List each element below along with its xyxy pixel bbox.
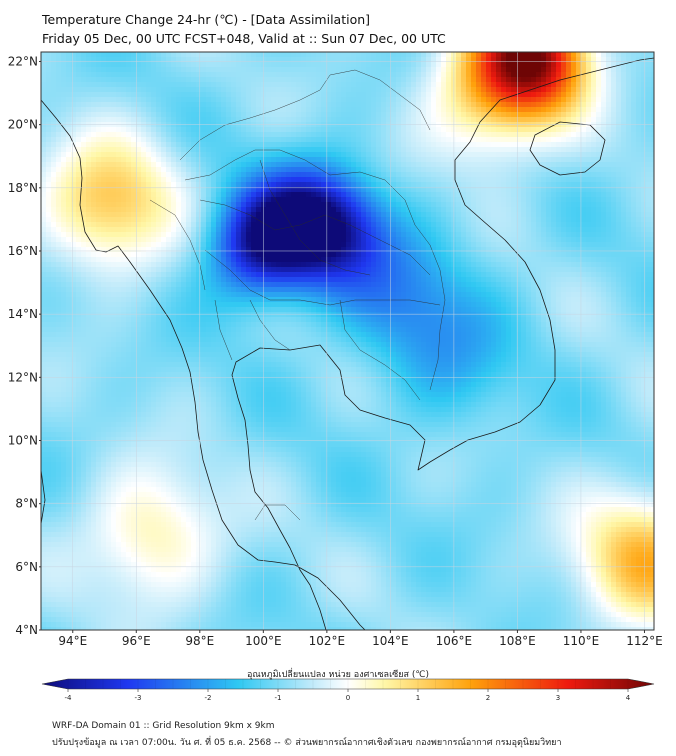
colorbar: -4 -3 -2 -1 0 1 2 3 4 <box>41 678 655 702</box>
mainland-coast-east <box>231 57 654 630</box>
hainan-island <box>529 121 606 176</box>
lat-label: 6°N <box>15 560 38 574</box>
colorbar-label: อุณหภูมิเปลี่ยนแปลง หน่วย องศาเซลเซียส (… <box>246 670 430 680</box>
lat-label: 10°N <box>8 433 38 447</box>
lat-label: 22°N <box>8 54 38 68</box>
lat-label: 4°N <box>15 623 38 637</box>
colorbar-tick-label: 2 <box>486 694 490 702</box>
lon-label: 98°E <box>185 634 214 648</box>
temperature-field <box>41 52 654 630</box>
lon-label: 110°E <box>563 634 600 648</box>
lon-label: 112°E <box>626 634 663 648</box>
lat-label: 16°N <box>8 244 38 258</box>
map-frame <box>40 51 655 631</box>
lon-label: 108°E <box>499 634 536 648</box>
lon-label: 104°E <box>372 634 409 648</box>
chart-subtitle: Friday 05 Dec, 00 UTC FCST+048, Valid at… <box>42 31 446 46</box>
colorbar-tick-label: 0 <box>346 694 350 702</box>
colorbar-tick-label: -3 <box>135 694 142 702</box>
colorbar-tick-label: -2 <box>205 694 212 702</box>
colorbar-tick-label: 3 <box>556 694 560 702</box>
colorbar-tick-label: -1 <box>275 694 282 702</box>
lat-label: 14°N <box>8 307 38 321</box>
lat-label: 18°N <box>8 181 38 195</box>
lat-label: 8°N <box>15 497 38 511</box>
footer-credit: ปรับปรุงข้อมูล ณ เวลา 07:00น. วัน ศ. ที่… <box>52 738 562 748</box>
lon-label: 100°E <box>245 634 282 648</box>
longitude-labels: 94°E 96°E 98°E 100°E 102°E 104°E 106°E 108°E 110… <box>58 630 663 648</box>
lon-label: 102°E <box>309 634 346 648</box>
latitude-labels: 22°N 20°N 18°N 16°N 14°N 12°N 10°N 8°N 6°N 4°N <box>8 54 41 637</box>
colorbar-tick-label: 4 <box>626 694 631 702</box>
lon-label: 106°E <box>436 634 473 648</box>
lon-label: 94°E <box>58 634 87 648</box>
lat-label: 20°N <box>8 118 38 132</box>
country-borders <box>149 69 446 521</box>
footer-model-info: WRF-DA Domain 01 :: Grid Resolution 9km … <box>52 721 275 731</box>
andaman-coast <box>41 469 46 527</box>
coastlines <box>41 57 654 630</box>
graticule <box>41 52 654 630</box>
colorbar-tick-label: -4 <box>65 694 73 702</box>
mainland-coast-west <box>41 99 366 630</box>
colorbar-tick-label: 1 <box>416 694 420 702</box>
lat-label: 12°N <box>8 370 38 384</box>
chart-title: Temperature Change 24-hr (℃) - [Data Ass… <box>42 12 371 27</box>
lon-label: 96°E <box>122 634 151 648</box>
